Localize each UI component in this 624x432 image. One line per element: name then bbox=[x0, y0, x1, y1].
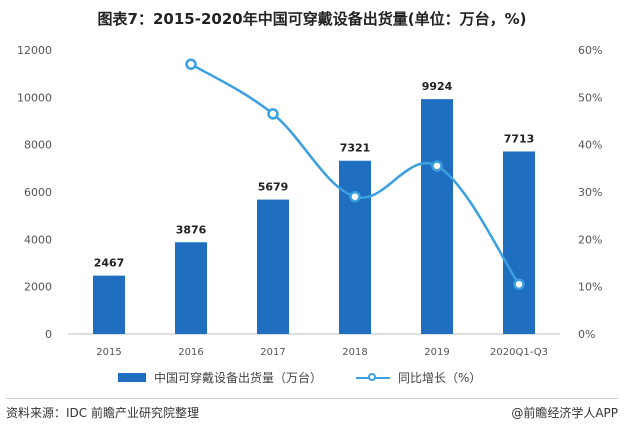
brand-credit: @前瞻经济学人APP bbox=[511, 406, 618, 420]
x-tick-label: 2015 bbox=[96, 347, 121, 358]
growth-point bbox=[267, 108, 279, 120]
bar-2019 bbox=[421, 99, 453, 334]
y-right-axis: 0% 10% 20% 30% 40% 50% 60% bbox=[578, 44, 602, 341]
y-right-tick-label: 0% bbox=[578, 328, 595, 341]
growth-point bbox=[513, 278, 525, 291]
y-left-tick-label: 10000 bbox=[17, 91, 52, 104]
legend-label-growth: 同比增长（%） bbox=[398, 371, 482, 385]
x-tick-label: 2020Q1-Q3 bbox=[490, 347, 548, 358]
x-tick-label: 2019 bbox=[424, 347, 449, 358]
growth-point bbox=[185, 58, 197, 70]
y-left-axis: 0 2000 4000 6000 8000 10000 12000 bbox=[17, 44, 52, 341]
y-right-tick-label: 30% bbox=[578, 186, 602, 199]
bar-series bbox=[93, 99, 535, 334]
footer-divider bbox=[6, 398, 618, 399]
footer: 资料来源：IDC 前瞻产业研究院整理 @前瞻经济学人APP bbox=[6, 404, 618, 424]
bar-value-label: 5679 bbox=[258, 181, 289, 194]
legend: 中国可穿戴设备出货量（万台） 同比增长（%） bbox=[0, 369, 624, 389]
y-right-tick-label: 10% bbox=[578, 281, 602, 294]
x-tick-label: 2018 bbox=[342, 347, 367, 358]
bar-value-label: 7713 bbox=[504, 132, 535, 145]
legend-label-shipments: 中国可穿戴设备出货量（万台） bbox=[154, 371, 323, 385]
bar-value-label: 7321 bbox=[340, 142, 371, 155]
bar-value-label: 9924 bbox=[422, 80, 453, 93]
y-left-tick-label: 4000 bbox=[24, 233, 52, 246]
legend-item-shipments: 中国可穿戴设备出货量（万台） bbox=[118, 369, 322, 386]
bar-2018 bbox=[339, 160, 371, 334]
y-left-tick-label: 8000 bbox=[24, 139, 52, 152]
bar-value-label: 3876 bbox=[176, 223, 207, 236]
bar-value-labels: 2467 3876 5679 7321 9924 7713 bbox=[94, 80, 535, 269]
legend-item-growth: 同比增长（%） bbox=[356, 369, 481, 386]
bar-2016 bbox=[175, 242, 207, 334]
y-left-tick-label: 12000 bbox=[17, 44, 52, 57]
bar-2015 bbox=[93, 275, 125, 334]
growth-point bbox=[349, 190, 361, 203]
bar-2017 bbox=[257, 199, 289, 334]
legend-swatch-line bbox=[356, 372, 390, 384]
legend-swatch-bar bbox=[118, 373, 146, 382]
x-axis-ticks: 2015 2016 2017 2018 2019 2020Q1-Q3 bbox=[96, 347, 548, 358]
y-right-tick-label: 40% bbox=[578, 139, 602, 152]
chart-title: 图表7：2015-2020年中国可穿戴设备出货量(单位：万台，%) bbox=[97, 10, 527, 28]
y-right-tick-label: 60% bbox=[578, 44, 602, 57]
y-left-tick-label: 6000 bbox=[24, 186, 52, 199]
y-left-tick-label: 0 bbox=[45, 328, 52, 341]
source-note: 资料来源：IDC 前瞻产业研究院整理 bbox=[6, 406, 199, 420]
x-tick-label: 2016 bbox=[178, 347, 203, 358]
growth-point bbox=[431, 160, 443, 172]
y-right-tick-label: 20% bbox=[578, 233, 602, 246]
bar-value-label: 2467 bbox=[94, 257, 125, 270]
bar-2020Q1-Q3 bbox=[503, 151, 535, 334]
y-right-tick-label: 50% bbox=[578, 91, 602, 104]
x-tick-label: 2017 bbox=[260, 347, 285, 358]
y-left-tick-label: 2000 bbox=[24, 281, 52, 294]
growth-rate-points bbox=[185, 58, 525, 291]
